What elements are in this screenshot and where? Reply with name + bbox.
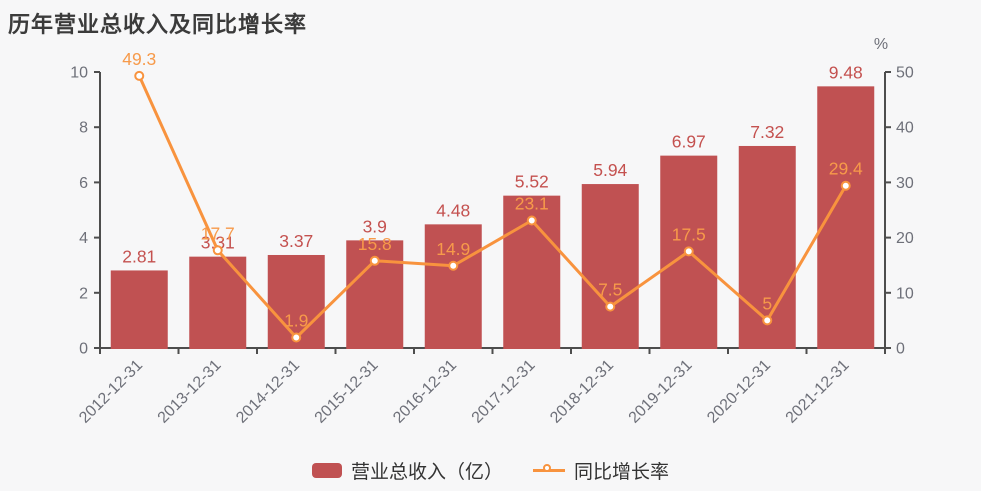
x-axis-category-label: 2015-12-31 <box>312 357 382 427</box>
y-axis-right-unit-label: % <box>874 36 888 53</box>
line-point-2013-12-31[interactable] <box>212 245 223 256</box>
bar-value-label: 5.94 <box>593 160 627 180</box>
line-point-2020-12-31[interactable] <box>762 315 773 326</box>
bar-series-swatch-icon <box>311 462 342 478</box>
x-axis-category-label: 2017-12-31 <box>469 357 539 427</box>
y-axis-left-label: 8 <box>79 120 88 137</box>
bar-value-label: 4.48 <box>436 200 470 220</box>
bar-2020-12-31[interactable] <box>738 145 796 349</box>
x-axis-category-label: 2018-12-31 <box>547 357 617 427</box>
line-value-label: 17.7 <box>201 223 235 243</box>
line-point-2019-12-31[interactable] <box>683 246 694 257</box>
line-series-marker-icon <box>533 463 565 477</box>
bar-value-label: 3.9 <box>363 216 387 236</box>
y-axis-left-label: 0 <box>79 341 88 358</box>
legend: 营业总收入（亿） 同比增长率 <box>0 457 981 483</box>
y-axis-right-label: 50 <box>896 65 914 82</box>
bar-2016-12-31[interactable] <box>424 224 482 349</box>
legend-item-revenue[interactable]: 营业总收入（亿） <box>311 457 503 484</box>
x-axis-category-label: 2014-12-31 <box>233 357 303 427</box>
legend-item-growth-rate[interactable]: 同比增长率 <box>533 457 669 484</box>
line-value-label: 7.5 <box>598 280 622 300</box>
x-axis-category-label: 2013-12-31 <box>155 357 225 427</box>
line-point-2014-12-31[interactable] <box>291 332 302 343</box>
y-axis-right-label: 0 <box>896 341 905 358</box>
x-axis-category-label: 2020-12-31 <box>704 357 774 427</box>
line-value-label: 1.9 <box>284 311 308 331</box>
line-point-2015-12-31[interactable] <box>369 255 380 266</box>
line-value-label: 29.4 <box>829 159 863 179</box>
x-axis-category-label: 2019-12-31 <box>626 357 696 427</box>
line-point-2017-12-31[interactable] <box>526 215 537 226</box>
line-point-2012-12-31[interactable] <box>134 70 145 81</box>
line-value-label: 17.5 <box>672 224 706 244</box>
line-value-label: 15.8 <box>358 234 392 254</box>
growth-rate-line[interactable] <box>137 74 848 340</box>
y-axis-left-label: 10 <box>70 65 88 82</box>
x-axis-category-label: 2021-12-31 <box>783 357 853 427</box>
y-axis-left-label: 4 <box>79 230 88 247</box>
x-axis-category-label: 2012-12-31 <box>76 357 146 427</box>
line-value-label: 5 <box>762 293 772 313</box>
y-axis-right-label: 40 <box>896 120 914 137</box>
chart-title: 历年营业总收入及同比增长率 <box>8 12 308 37</box>
bar-value-label: 7.32 <box>750 122 784 142</box>
bar-value-label: 5.52 <box>515 172 549 192</box>
legend-label-growth-rate: 同比增长率 <box>574 461 670 483</box>
y-axis-left-label: 2 <box>79 285 88 302</box>
y-axis-right-label: 30 <box>896 175 914 192</box>
y-axis-right-label: 20 <box>896 230 914 247</box>
line-point-2018-12-31[interactable] <box>605 301 616 312</box>
bar-value-label: 2.81 <box>122 246 156 266</box>
y-axis-right-label: 10 <box>896 285 914 302</box>
y-axis-left-label: 6 <box>79 175 88 192</box>
bar-2018-12-31[interactable] <box>581 184 639 349</box>
bar-value-label: 6.97 <box>672 132 706 152</box>
line-point-2016-12-31[interactable] <box>448 260 459 271</box>
bar-value-label: 9.48 <box>829 62 863 82</box>
x-axis-category-label: 2016-12-31 <box>390 357 460 427</box>
bar-2012-12-31[interactable] <box>110 270 168 349</box>
legend-label-revenue: 营业总收入（亿） <box>350 461 503 483</box>
bar-value-label: 3.31 <box>201 233 235 253</box>
line-value-label: 49.3 <box>122 49 156 69</box>
bar-value-label: 3.37 <box>279 231 313 251</box>
line-value-label: 23.1 <box>515 193 549 213</box>
line-point-2021-12-31[interactable] <box>840 180 851 191</box>
line-value-label: 14.9 <box>436 239 470 259</box>
